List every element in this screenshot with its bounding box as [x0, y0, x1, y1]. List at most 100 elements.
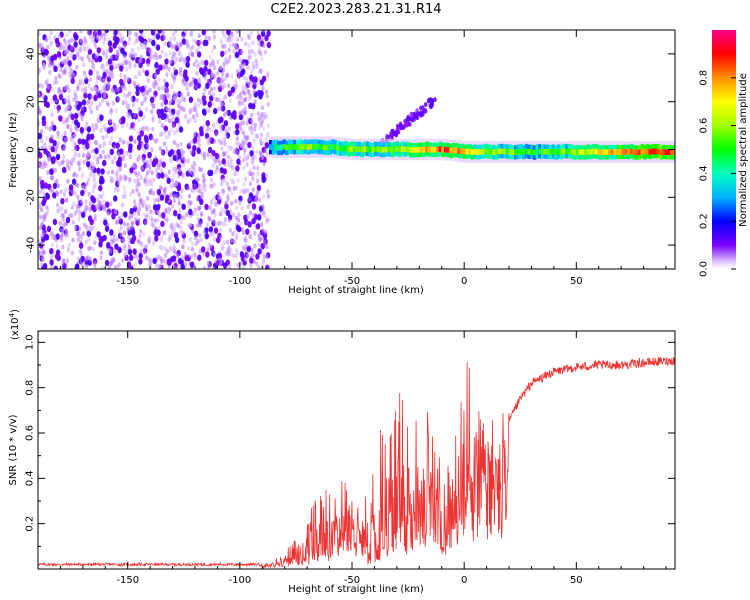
spectrogram-noise-cell — [228, 43, 232, 48]
spectrogram-noise-cell — [215, 165, 219, 171]
spectrogram-noise-cell — [208, 63, 212, 69]
spectrogram-noise-cell — [137, 71, 142, 77]
spectrogram-noise-cell — [208, 232, 212, 237]
spectrogram-noise-cell — [190, 32, 194, 38]
spectrogram-noise-cell — [51, 242, 55, 248]
spectrogram-noise-cell — [109, 175, 113, 181]
spectrogram-noise-cell — [151, 126, 155, 132]
spectrogram-noise-cell — [75, 126, 79, 132]
spectrogram-noise-cell — [265, 244, 269, 250]
spectrogram-noise-cell — [235, 171, 239, 176]
spectrogram-noise-cell — [123, 176, 127, 182]
spectrogram-noise-cell — [104, 54, 108, 60]
spectrogram-noise-cell — [91, 123, 95, 129]
spectrogram-noise-cell — [237, 141, 241, 147]
spectrogram-noise-cell — [239, 221, 243, 227]
spectrogram-noise-cell — [225, 181, 230, 187]
spectrogram-noise-cell — [171, 123, 175, 129]
spectrogram-noise-cell — [130, 237, 136, 245]
spectrogram-noise-cell — [48, 187, 53, 193]
spectrogram-panel: -150 -100 -50 0 50 -40 -20 0 20 40 Height of stra… — [8, 29, 749, 296]
spectrogram-noise-cell — [215, 97, 219, 102]
spectrogram-band-core — [320, 144, 324, 150]
spectrogram-noise-cell — [143, 177, 147, 183]
spectrogram-noise-cell — [152, 54, 156, 60]
spectrogram-noise-cell — [84, 239, 88, 245]
spectrogram-noise-cell — [216, 59, 220, 65]
spectrogram-noise-cell — [249, 168, 253, 174]
spectrogram-noise-cell — [165, 146, 169, 151]
spectrogram-noise-cell — [74, 34, 79, 41]
spectrogram-noise-cell — [72, 54, 77, 61]
spectrogram-noise-cell — [70, 70, 74, 76]
spectrogram-band-core — [575, 149, 580, 155]
spectrogram-noise-cell — [81, 99, 87, 106]
spectrogram-noise-cell — [139, 228, 143, 234]
spectrogram-noise-cell — [255, 178, 260, 184]
spectrogram-noise-cell — [202, 151, 207, 157]
spectrogram-noise-cell — [139, 248, 143, 254]
spectrogram-noise-cell — [177, 109, 182, 115]
spectrogram-band-core — [530, 149, 534, 155]
spectrogram-noise-cell — [161, 96, 166, 102]
spectrogram-noise-cell — [217, 138, 221, 144]
spectrogram-noise-cell — [48, 60, 52, 66]
spectrogram-noise-cell — [177, 174, 181, 179]
spectrogram-noise-cell — [77, 216, 81, 222]
spectrogram-noise-cell — [178, 167, 182, 173]
spectrogram-noise-cell — [119, 148, 124, 155]
spectrogram-noise-cell — [197, 103, 201, 108]
spectrogram-noise-cell — [77, 47, 81, 53]
spectrogram-noise-cell — [225, 149, 229, 155]
spectrogram-noise-cell — [206, 107, 210, 112]
spectrogram-noise-cell — [54, 37, 60, 45]
spectrogram-noise-cell — [246, 252, 250, 258]
spectrogram-noise-cell — [228, 227, 232, 233]
spectrogram-noise-cell — [127, 248, 133, 255]
spectrogram-y-tick-label: -20 — [26, 189, 37, 205]
spectrogram-noise-cell — [83, 89, 87, 95]
spectrogram-noise-cell — [117, 216, 122, 221]
spectrogram-noise-cell — [190, 253, 194, 259]
spectrogram-noise-cell — [220, 105, 226, 112]
spectrogram-noise-cell — [165, 64, 169, 70]
spectrogram-noise-cell — [213, 158, 218, 164]
spectrogram-noise-cell — [139, 199, 143, 205]
spectrogram-noise-cell — [219, 128, 223, 134]
spectrogram-noise-cell — [226, 72, 230, 78]
spectrogram-noise-cell — [86, 230, 92, 237]
spectrogram-noise-cell — [186, 245, 191, 251]
spectrogram-noise-cell — [98, 153, 102, 159]
spectrogram-noise-cell — [261, 258, 265, 264]
spectrogram-noise-cell — [264, 215, 268, 220]
spectrogram-y-tick-label: 40 — [26, 48, 37, 61]
spectrogram-noise-cell — [164, 58, 169, 65]
spectrogram-noise-cell — [223, 178, 227, 183]
spectrogram-noise-cell — [164, 52, 168, 58]
spectrogram-noise-cell — [170, 72, 174, 78]
spectrogram-noise-cell — [232, 186, 236, 191]
spectrogram-noise-cell — [190, 80, 194, 86]
spectrogram-noise-cell — [156, 108, 161, 116]
spectrogram-noise-cell — [177, 196, 181, 202]
spectrogram-noise-cell — [211, 231, 215, 237]
spectrogram-noise-cell — [41, 83, 45, 89]
spectrogram-noise-cell — [252, 138, 256, 144]
spectrogram-noise-cell — [150, 221, 154, 227]
spectrogram-noise-cell — [38, 211, 41, 216]
spectrogram-noise-cell — [258, 93, 263, 100]
spectrogram-noise-cell — [176, 223, 181, 229]
spectrogram-noise-cell — [212, 122, 216, 128]
spectrogram-band-core — [667, 149, 671, 156]
spectrogram-noise-cell — [266, 132, 270, 138]
spectrogram-noise-cell — [247, 153, 251, 158]
spectrogram-noise-cell — [50, 112, 54, 117]
spectrogram-noise-cell — [143, 134, 149, 142]
spectrogram-noise-cell — [204, 203, 209, 211]
spectrogram-noise-cell — [224, 76, 228, 81]
spectrogram-noise-cell — [67, 88, 71, 93]
spectrogram-noise-cell — [252, 82, 257, 90]
spectrogram-noise-cell — [118, 137, 122, 143]
snr-y-scale-label: (x104) — [8, 309, 21, 340]
spectrogram-noise-cell — [243, 188, 247, 194]
